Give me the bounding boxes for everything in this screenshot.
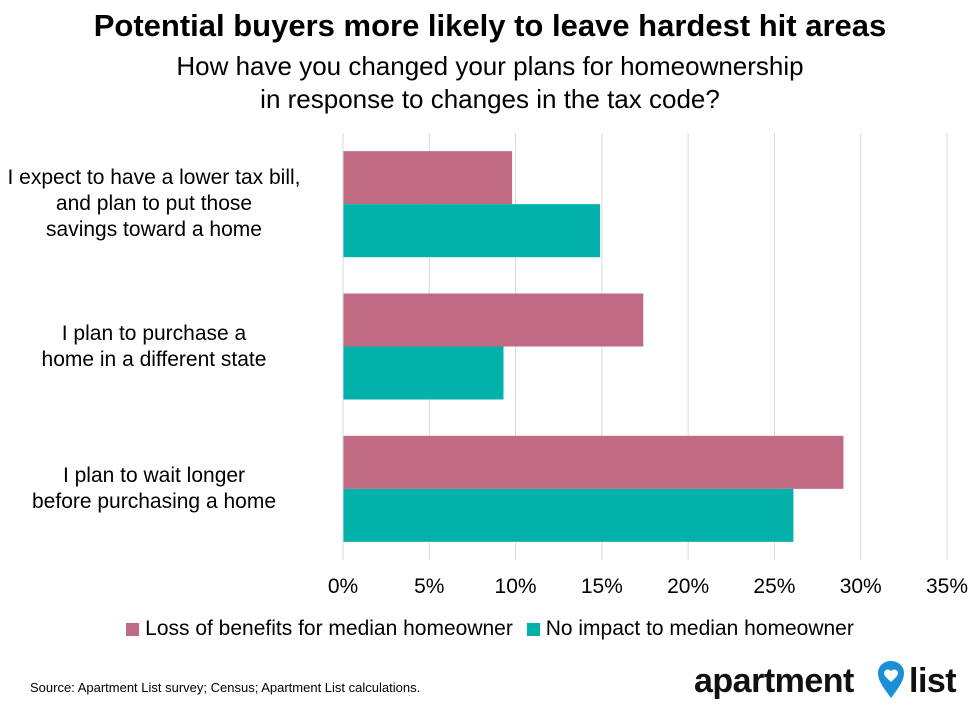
apartment-list-logo: apartment list <box>694 660 970 704</box>
category-label-3: I plan to wait longer before purchasing a… <box>0 463 324 515</box>
legend-swatch-no-impact <box>526 622 540 636</box>
x-tick-label: 25% <box>753 575 795 598</box>
bar-loss-2 <box>343 293 644 347</box>
legend-swatch-loss <box>126 622 140 636</box>
x-tick-label: 5% <box>414 575 444 598</box>
category-label-line: before purchasing a home <box>32 489 276 513</box>
legend-label-loss: Loss of benefits for median homeowner <box>145 617 513 640</box>
logo-word-list: list <box>909 662 957 700</box>
category-label-line: I expect to have a lower tax bill, <box>7 166 301 190</box>
map-pin-heart-icon <box>878 661 904 698</box>
category-label-2: I plan to purchase a home in a different … <box>0 321 324 373</box>
legend-label-no-impact: No impact to median homeowner <box>545 617 854 640</box>
category-label-line: and plan to put those <box>55 192 253 216</box>
x-tick-label: 20% <box>667 575 709 598</box>
chart-subtitle: How have you changed your plans for home… <box>0 50 980 116</box>
category-label-line: I plan to wait longer <box>62 463 246 487</box>
logo-word-apartment: apartment <box>694 662 854 700</box>
chart-title: Potential buyers more likely to leave ha… <box>93 8 887 43</box>
bar-no-impact-1 <box>343 204 601 258</box>
legend: Loss of benefits for median homeowner No… <box>0 617 980 642</box>
category-label-1: I expect to have a lower tax bill, and pl… <box>0 165 324 243</box>
subtitle-line-1: How have you changed your plans for home… <box>176 51 804 81</box>
x-tick-label: 30% <box>840 575 882 598</box>
x-tick-label: 10% <box>495 575 537 598</box>
bar-no-impact-2 <box>343 346 504 400</box>
category-label-line: I plan to purchase a <box>61 321 247 345</box>
x-tick-label: 15% <box>581 575 623 598</box>
bar-no-impact-3 <box>343 488 794 542</box>
subtitle-line-2: in response to changes in the tax code? <box>260 84 720 114</box>
x-tick-label: 0% <box>328 575 358 598</box>
category-label-line: home in a different state <box>41 347 267 371</box>
legend-item-no-impact: No impact to median homeowner <box>526 617 854 641</box>
legend-item-loss: Loss of benefits for median homeowner <box>126 617 513 641</box>
bar-loss-1 <box>343 151 513 205</box>
source-note: Source: Apartment List survey; Census; A… <box>30 680 421 695</box>
bar-loss-3 <box>343 435 844 489</box>
x-tick-label: 35% <box>926 575 968 598</box>
category-label-line: savings toward a home <box>46 218 262 242</box>
